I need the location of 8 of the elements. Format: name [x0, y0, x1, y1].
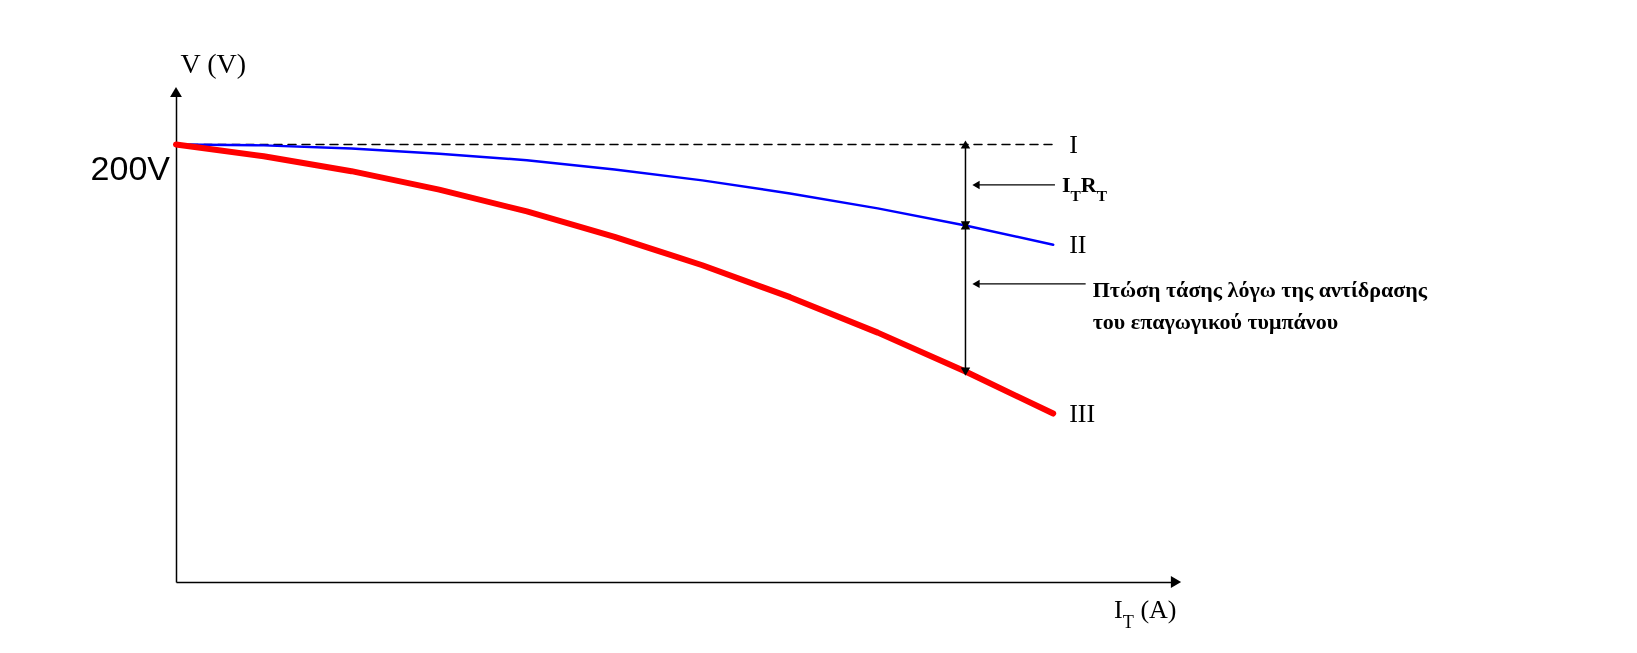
series-label: III [1069, 398, 1096, 428]
annotation: I$_{T}$R$_{T}$ [1061, 171, 1108, 204]
series-label: I [1069, 129, 1078, 159]
text: 200V [90, 148, 171, 187]
annotation: Πτώση τάσης λόγω της αντίδρασης του επαγωγικού τυμπάνου [1092, 276, 1428, 334]
series-label: II [1069, 229, 1087, 259]
x-axis-title: I$_{T}$ (A) [1114, 594, 1177, 632]
y-axis-title: V (V) [180, 47, 247, 79]
